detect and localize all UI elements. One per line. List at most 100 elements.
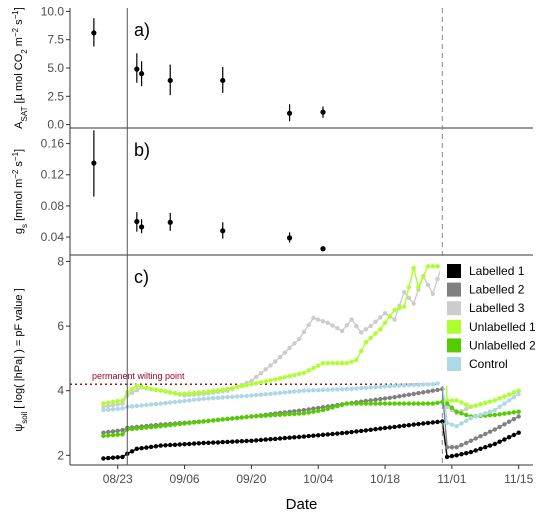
series-point — [401, 290, 407, 295]
series-point — [502, 394, 507, 399]
series-unlabelled-2 — [101, 399, 521, 439]
series-point — [234, 384, 240, 390]
series-point — [473, 436, 478, 441]
series-point — [359, 401, 364, 406]
series-point — [368, 335, 373, 341]
series-point — [101, 404, 106, 409]
series-point — [277, 436, 283, 441]
series-point — [292, 389, 297, 394]
series-point — [177, 391, 182, 397]
series-point — [368, 427, 373, 432]
series-point — [153, 444, 159, 449]
series-point — [506, 398, 512, 403]
series-point — [421, 274, 426, 279]
series-point — [459, 400, 464, 405]
series-point — [306, 322, 311, 328]
series-point — [444, 445, 450, 450]
data-point — [220, 228, 226, 234]
series-point — [220, 439, 225, 445]
series-point — [316, 317, 321, 322]
series-point — [301, 411, 307, 416]
series-point — [148, 402, 154, 407]
x-tick-label: 11/15 — [504, 472, 533, 486]
series-point — [101, 401, 106, 406]
series-point — [468, 449, 474, 455]
series-point — [368, 323, 373, 329]
series-point — [416, 390, 421, 396]
series-point — [449, 445, 455, 450]
series-point — [254, 438, 259, 443]
series-point — [139, 384, 144, 389]
series-point — [511, 390, 517, 395]
series-point — [234, 439, 240, 444]
series-point — [363, 401, 369, 406]
series-point — [139, 425, 144, 431]
series-point — [134, 383, 139, 388]
series-point — [144, 402, 149, 408]
series-point — [273, 377, 278, 382]
series-point — [296, 434, 302, 440]
legend-swatch — [447, 282, 461, 297]
series-point — [163, 400, 168, 406]
y-axis-label: ψsoil [ log( |hPa| ) = pF value ] — [13, 288, 29, 431]
series-point — [406, 295, 412, 300]
series-point — [483, 400, 488, 406]
series-point — [110, 403, 116, 408]
series-point — [473, 403, 478, 408]
series-point — [363, 385, 369, 390]
series-point — [325, 361, 330, 366]
series-point — [464, 412, 469, 418]
series-point — [129, 449, 135, 454]
y-axis-label-part: [mmol m — [13, 179, 25, 224]
series-point — [172, 422, 178, 427]
series-point — [464, 440, 469, 446]
series-point — [277, 412, 283, 417]
series-point — [201, 390, 206, 395]
series-point — [464, 451, 469, 456]
series-point — [387, 384, 392, 389]
series-point — [296, 336, 302, 342]
series-point — [397, 383, 402, 388]
series-point — [435, 419, 440, 425]
series-point — [311, 315, 316, 321]
series-point — [239, 415, 244, 420]
series-point — [273, 391, 278, 396]
series-point — [435, 277, 440, 282]
series-point — [335, 431, 340, 436]
series-point — [459, 452, 464, 457]
series-point — [454, 445, 459, 450]
series-point — [487, 409, 493, 414]
legend-label: Labelled 2 — [469, 283, 525, 297]
series-point — [468, 404, 474, 409]
series-point — [277, 390, 283, 396]
series-point — [497, 412, 502, 417]
series-point — [373, 427, 378, 432]
series-point — [506, 435, 512, 440]
series-point — [263, 413, 268, 418]
series-point — [106, 433, 111, 438]
series-point — [382, 320, 388, 325]
series-point — [325, 387, 330, 392]
series-point — [449, 422, 455, 427]
series-point — [325, 406, 330, 411]
series-point — [449, 398, 455, 403]
series-point — [454, 453, 459, 458]
series-point — [430, 388, 435, 393]
series-point — [339, 387, 345, 392]
series-point — [478, 434, 483, 439]
series-point — [282, 390, 287, 395]
data-point — [286, 235, 293, 241]
series-point — [401, 401, 407, 406]
series-point — [502, 437, 507, 442]
series-point — [101, 407, 106, 413]
y-axis-label: ASAT [µ mol CO2 m−2 s−1] — [11, 7, 29, 129]
series-point — [425, 389, 431, 394]
series-point — [449, 453, 455, 459]
series-point — [268, 378, 273, 383]
data-point — [167, 77, 173, 84]
series-point — [373, 397, 378, 402]
series-point — [144, 385, 149, 390]
series-point — [168, 423, 173, 428]
series-point — [163, 389, 168, 394]
